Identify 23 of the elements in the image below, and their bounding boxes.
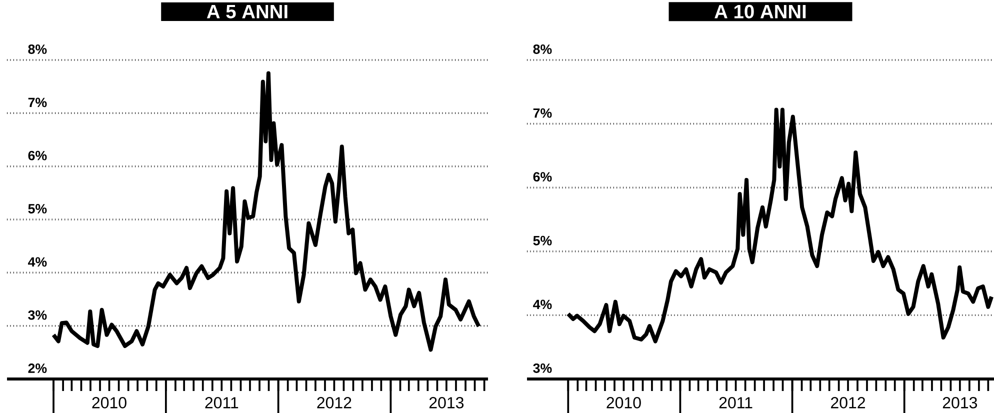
x-tick-label: 2011: [205, 397, 238, 408]
y-tick-label: 6%: [28, 150, 47, 160]
y-tick-label: 8%: [533, 44, 552, 54]
x-tick-label: 2012: [317, 397, 352, 408]
y-tick-label: 3%: [28, 310, 47, 320]
y-tick-label: 3%: [533, 363, 552, 373]
y-tick-label: 7%: [533, 108, 552, 118]
x-tick-label: 2013: [942, 397, 978, 408]
x-tick-label: 2011: [719, 397, 752, 408]
y-tick-label: 4%: [533, 300, 552, 310]
x-tick-label: 2012: [831, 397, 865, 408]
y-tick-label: 5%: [28, 204, 47, 214]
y-tick-label: 5%: [533, 236, 552, 246]
x-tick-label: 2013: [429, 397, 464, 408]
chart-title: A 10 ANNI: [714, 4, 806, 18]
x-tick-label: 2010: [606, 397, 641, 408]
y-tick-label: 6%: [533, 172, 552, 182]
x-tick-label: 2010: [92, 397, 126, 408]
y-tick-label: 8%: [28, 44, 47, 54]
y-tick-label: 2%: [28, 364, 47, 373]
y-tick-label: 7%: [28, 98, 47, 108]
chart-title: A 5 ANNI: [206, 4, 288, 18]
y-tick-label: 4%: [28, 257, 47, 267]
